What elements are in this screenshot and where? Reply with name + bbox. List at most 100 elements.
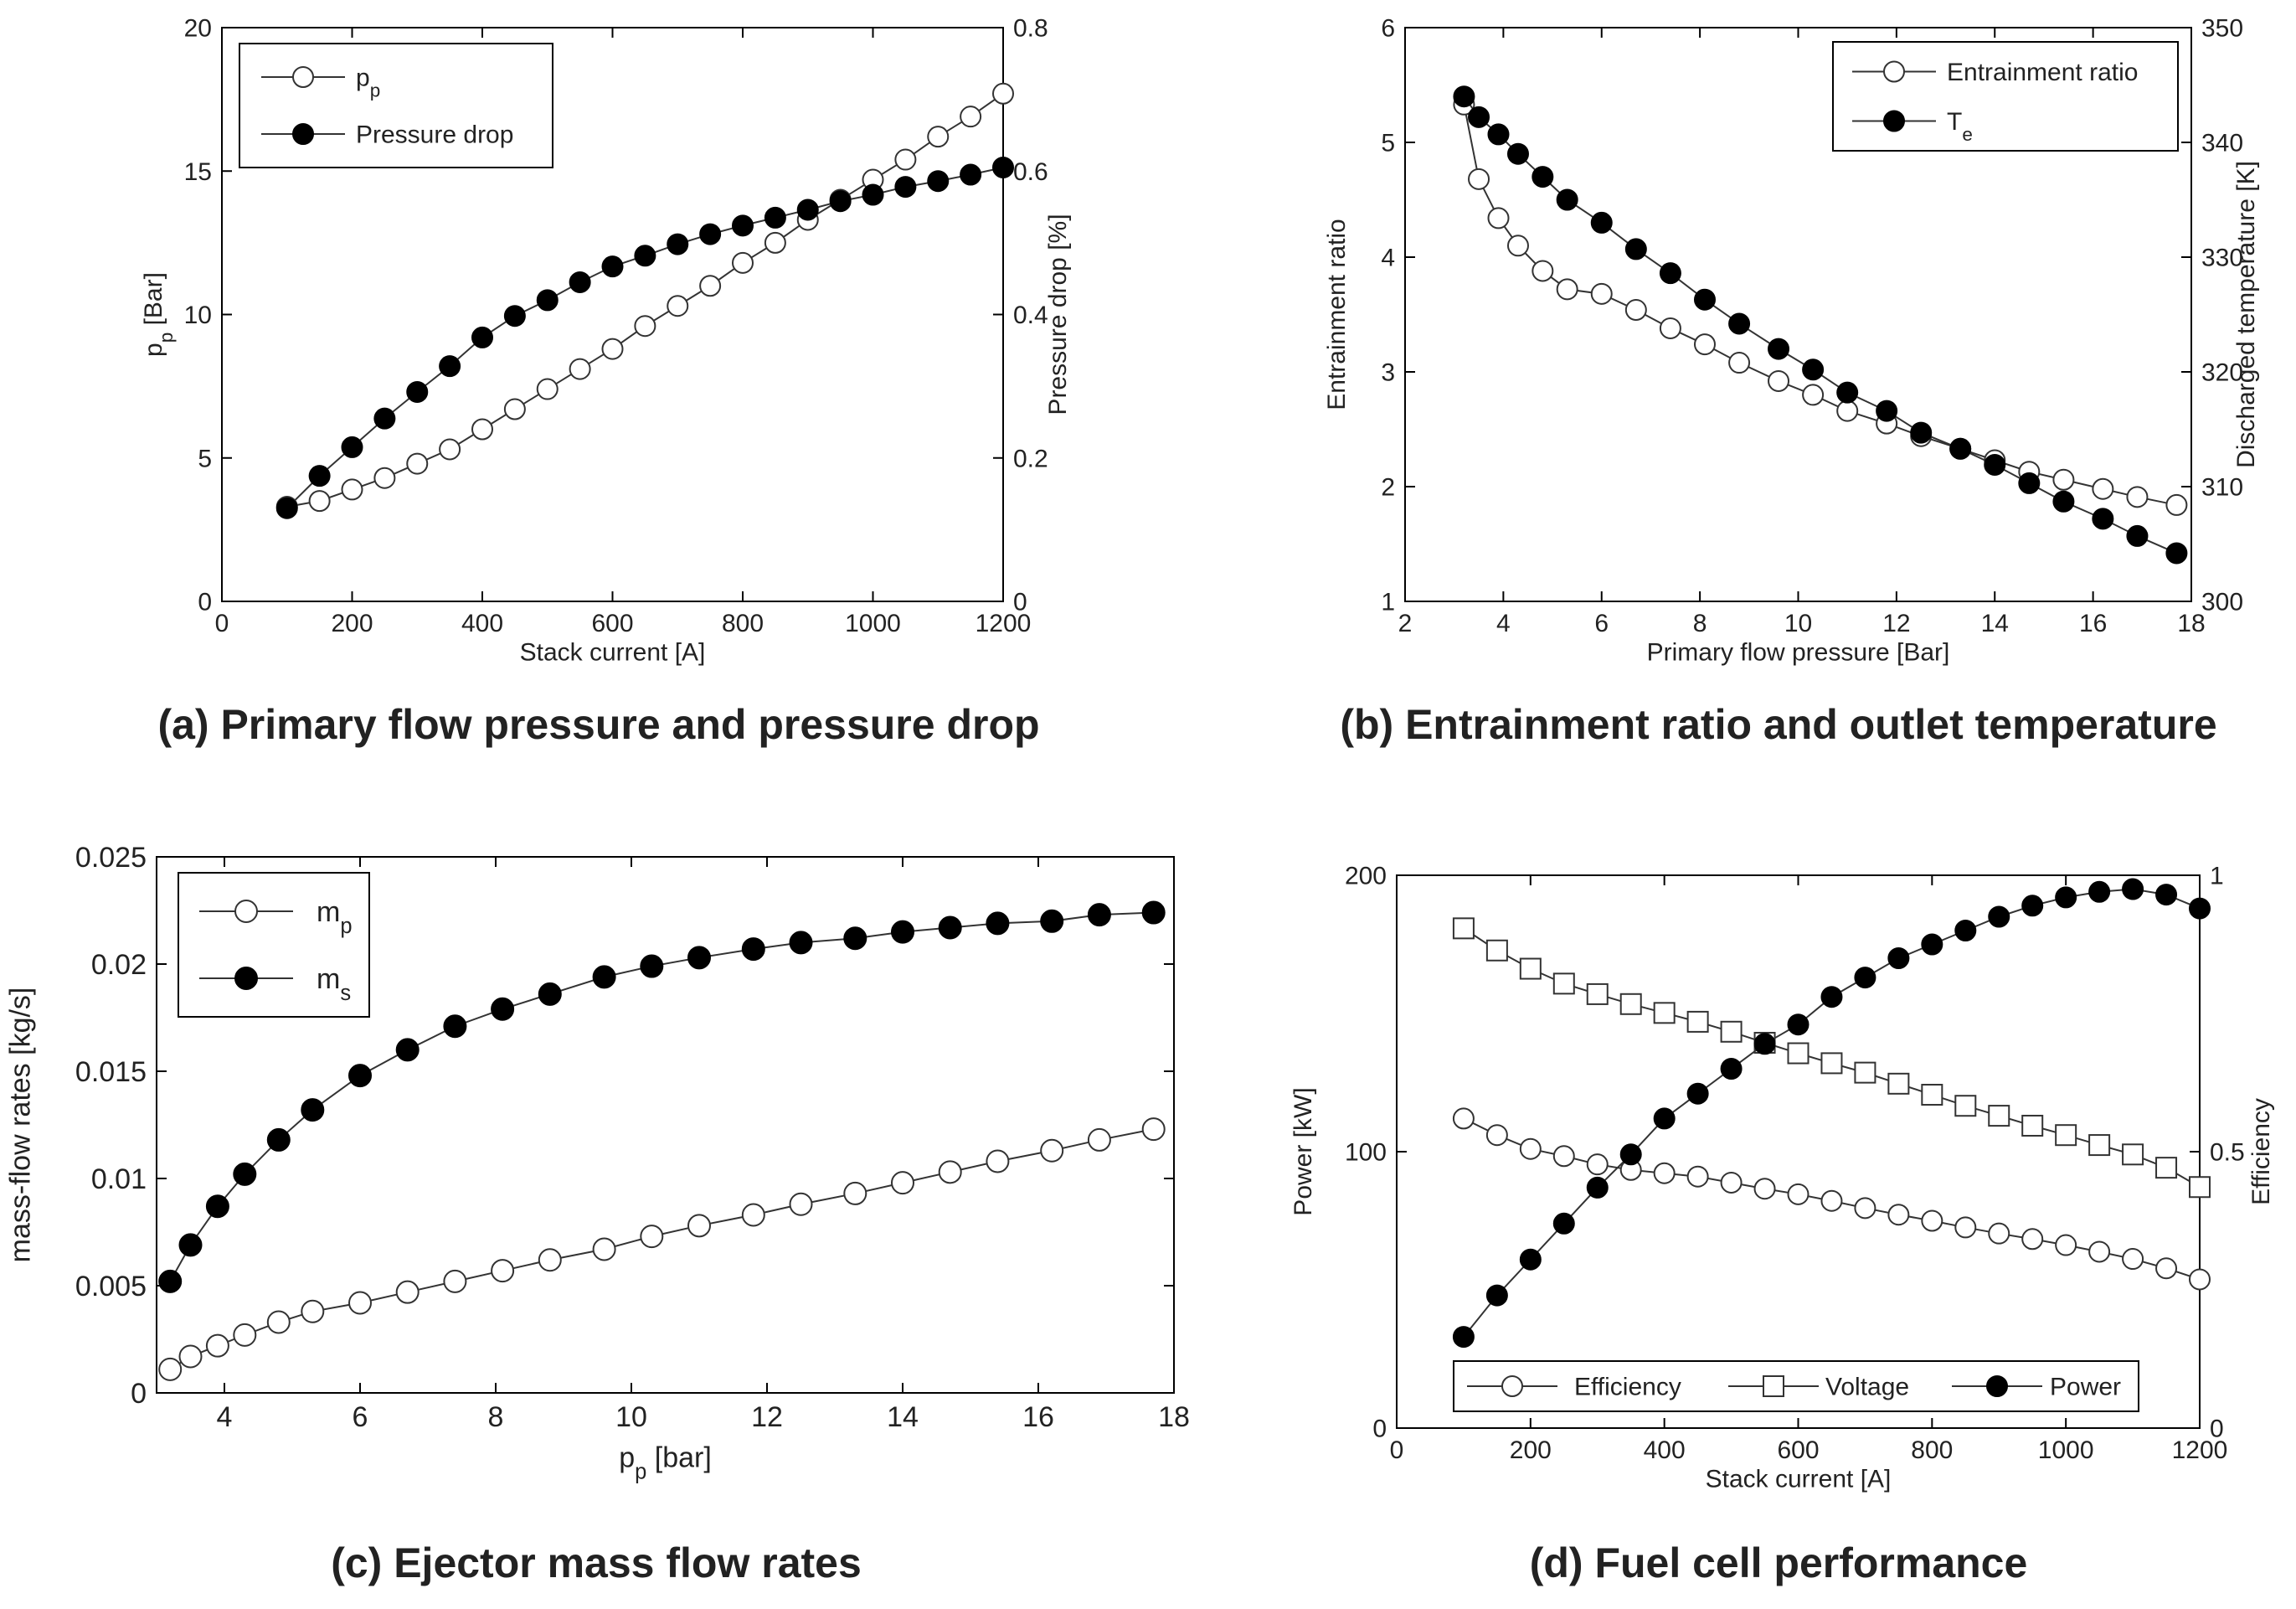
data-point (2155, 1157, 2178, 1179)
data-point (569, 271, 591, 293)
data-point (992, 82, 1014, 105)
data-point (439, 355, 461, 378)
data-point (640, 1225, 664, 1249)
data-point (406, 380, 429, 403)
data-point (1452, 917, 1475, 940)
data-point (1728, 352, 1751, 374)
data-point (301, 1299, 325, 1323)
data-point (1954, 1216, 1977, 1239)
data-point (1854, 1197, 1876, 1220)
data-point (1753, 1178, 1776, 1200)
data-point (443, 1269, 467, 1293)
data-point (1686, 1082, 1709, 1105)
y-left-tick-label: 0 (131, 1378, 147, 1410)
data-point (1487, 207, 1510, 229)
data-point (1686, 1165, 1709, 1188)
data-point (960, 106, 982, 128)
data-point (1506, 235, 1529, 257)
data-point (1653, 1002, 1676, 1024)
data-point (1087, 903, 1111, 927)
y-left-tick-label: 20 (184, 15, 212, 43)
y-right-tick-label: 1 (2210, 863, 2224, 890)
data-point (1720, 1058, 1743, 1080)
data-point (1802, 358, 1825, 381)
data-point (1532, 260, 1554, 282)
data-point (764, 231, 786, 254)
data-point (634, 245, 656, 267)
y-left-tick-label: 3 (1381, 359, 1395, 387)
legend-marker (234, 900, 258, 923)
y-left-tick-label: 0.02 (91, 949, 147, 981)
legend-label: Voltage (1825, 1374, 1909, 1401)
x-tick-label: 1000 (2038, 1436, 2094, 1464)
data-point (1659, 262, 1681, 285)
y-right-tick-label: 350 (2201, 15, 2243, 43)
data-point (503, 305, 526, 327)
data-point (1468, 168, 1490, 190)
data-point (1921, 933, 1943, 956)
y-left-axis-label-sub: p (156, 333, 177, 343)
y-left-tick-label: 5 (1381, 130, 1395, 157)
y-right-tick-label: 0.6 (1013, 158, 1048, 186)
y-right-tick-label: 0 (1013, 589, 1027, 616)
data-point (1887, 1204, 1910, 1226)
data-point (1820, 1052, 1843, 1075)
data-point (843, 1181, 867, 1205)
data-point (2165, 542, 2188, 565)
x-axis-label: pp [bar] (619, 1441, 712, 1483)
data-point (2055, 886, 2077, 909)
data-point (1753, 1033, 1776, 1055)
legend-marker (1763, 1375, 1784, 1397)
data-point (640, 954, 664, 978)
data-point (1586, 1153, 1609, 1176)
x-tick-label: 400 (1644, 1436, 1686, 1464)
data-point (2092, 508, 2114, 530)
legend-marker (1501, 1375, 1523, 1397)
data-point (601, 255, 624, 278)
x-axis-label: Stack current [A] (520, 639, 706, 667)
data-point (592, 965, 616, 989)
data-point (308, 490, 331, 513)
data-point (592, 1237, 616, 1261)
y-left-tick-label: 0.005 (75, 1271, 147, 1302)
data-point (373, 467, 396, 489)
data-point (894, 148, 917, 171)
series-line-pressure-drop (286, 166, 1004, 509)
x-axis-label-sub: p (635, 1460, 646, 1483)
data-point (301, 1098, 325, 1122)
data-point (601, 338, 624, 360)
legend-box (1832, 41, 2179, 152)
data-point (741, 937, 765, 962)
data-point (1854, 1061, 1876, 1084)
panel-caption: (d) Fuel cell performance (1530, 1539, 2028, 1586)
y-left-tick-label: 0.01 (91, 1163, 147, 1195)
data-point (1556, 188, 1578, 211)
x-tick-label: 16 (1022, 1401, 1054, 1433)
y-left-tick-label: 1 (1381, 589, 1395, 616)
data-point (569, 358, 591, 380)
data-point (1556, 278, 1578, 301)
x-tick-label: 8 (488, 1401, 504, 1433)
x-tick-label: 0 (215, 610, 229, 637)
data-point (1836, 381, 1859, 404)
y-right-axis-label: Efficiency (2247, 1098, 2275, 1205)
y-right-tick-label: 340 (2201, 130, 2243, 157)
data-point (1686, 1010, 1709, 1033)
y-right-tick-label: 0.8 (1013, 15, 1048, 43)
x-tick-label: 6 (353, 1401, 368, 1433)
data-point (275, 497, 298, 519)
x-tick-label: 400 (461, 610, 503, 637)
data-point (2088, 1134, 2111, 1157)
data-point (1590, 282, 1613, 305)
data-point (2126, 524, 2149, 547)
x-tick-label: 4 (217, 1401, 233, 1433)
data-point (536, 289, 559, 312)
chart-panel-2: 4 6 8 10 12 14 16 18 0 0.005 0.01 0.015 0.02 0.025 pp … (4, 842, 1190, 1586)
data-point (2021, 1114, 2044, 1137)
y-left-tick-label: 200 (1345, 863, 1387, 890)
data-point (439, 438, 461, 461)
data-point (1087, 1127, 1111, 1152)
legend-box (239, 43, 553, 168)
legend-label: Te (1947, 108, 1973, 145)
